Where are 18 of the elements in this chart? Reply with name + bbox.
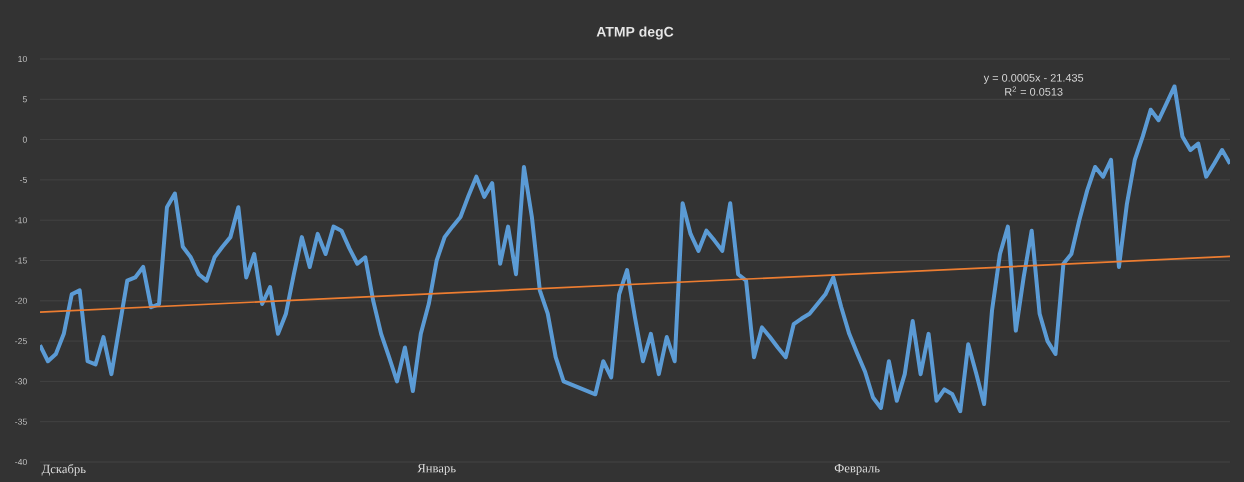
line-series: [40, 84, 1231, 414]
y-tick-label: -35: [15, 418, 27, 425]
chart-title: ATMP degC: [596, 26, 674, 40]
annotation: y = 0.0005x - 21.435: [983, 73, 1084, 84]
y-tick-label: -30: [15, 378, 27, 385]
y-tick-label: 10: [18, 55, 27, 63]
y-tick-label: 5: [22, 96, 27, 103]
x-tick-label: Дскабрь: [41, 464, 86, 476]
y-tick-label: -15: [15, 257, 27, 264]
y-tick-label: 0: [22, 136, 27, 143]
y-tick-label: -10: [15, 217, 27, 224]
annotation: R$^{2}$ = 0.0513: [1005, 86, 1063, 96]
x-tick-label: Январь: [417, 464, 456, 476]
y-tick-label: -5: [19, 176, 27, 183]
y-tick-label: -25: [15, 338, 27, 345]
x-tick-label: Февраль: [834, 464, 880, 476]
y-tick-label: -40: [15, 458, 27, 466]
y-tick-label: -20: [15, 297, 27, 304]
